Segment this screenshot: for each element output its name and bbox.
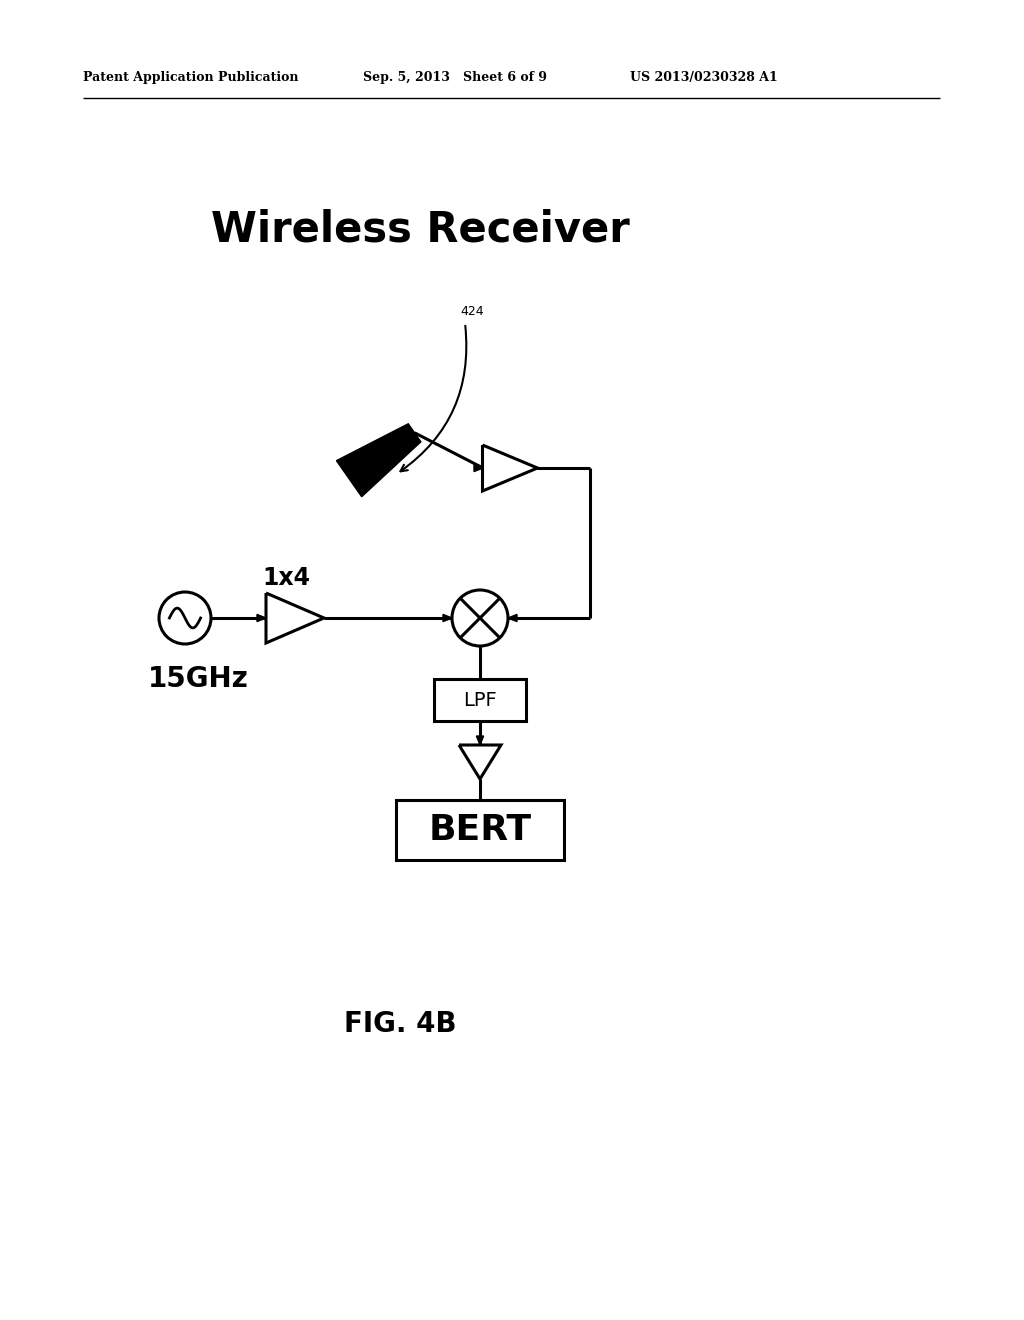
- Text: 424: 424: [460, 305, 483, 318]
- Polygon shape: [257, 614, 266, 622]
- Polygon shape: [508, 614, 517, 622]
- Text: BERT: BERT: [428, 813, 531, 847]
- Text: Sep. 5, 2013   Sheet 6 of 9: Sep. 5, 2013 Sheet 6 of 9: [362, 71, 547, 84]
- Polygon shape: [474, 465, 483, 471]
- Polygon shape: [443, 614, 452, 622]
- Polygon shape: [337, 424, 421, 496]
- Bar: [396, 800, 564, 861]
- Text: 1x4: 1x4: [262, 566, 310, 590]
- Text: Wireless Receiver: Wireless Receiver: [211, 209, 630, 251]
- Text: LPF: LPF: [463, 690, 497, 710]
- Text: FIG. 4B: FIG. 4B: [344, 1010, 457, 1038]
- Bar: [434, 678, 526, 721]
- Polygon shape: [476, 737, 483, 744]
- Text: Patent Application Publication: Patent Application Publication: [83, 71, 299, 84]
- Text: US 2013/0230328 A1: US 2013/0230328 A1: [630, 71, 778, 84]
- Text: 15GHz: 15GHz: [148, 665, 249, 693]
